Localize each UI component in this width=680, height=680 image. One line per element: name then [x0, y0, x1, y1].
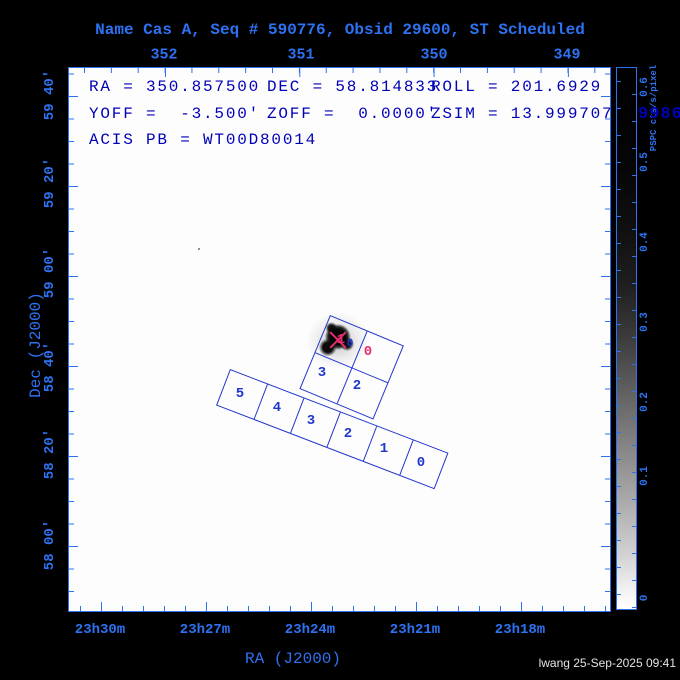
roll-value: ROLL = 201.6929: [431, 78, 603, 96]
left-axis-tick-label: 58 00': [42, 519, 58, 571]
top-axis-tick-label: 349: [553, 46, 581, 64]
acis-pb-value: ACIS PB = WT00D80014: [89, 131, 318, 149]
image-speckle: [198, 248, 200, 250]
colorbar-tick-label: 0.3: [639, 312, 651, 332]
zsim-value: ZSIM = 13.999707: [431, 105, 614, 123]
bottom-axis-tick-label: 23h27m: [179, 622, 231, 638]
chip-label-i2: 2: [352, 378, 362, 394]
chip-label-i1: 1: [336, 332, 346, 348]
bottom-major-ticks: [69, 602, 610, 611]
zoff-value: ZOFF = 0.0000': [267, 105, 439, 123]
left-axis-tick-label: 58 20': [42, 428, 58, 480]
chip-label-s3: 3: [306, 413, 316, 429]
right-minor-ticks: [605, 68, 610, 611]
chip-divider: [399, 440, 414, 476]
user-timestamp: lwang 25-Sep-2025 09:41: [538, 656, 676, 670]
chip-label-s2: 2: [343, 426, 353, 442]
left-axis-tick-label: 59 40': [42, 69, 58, 121]
dec-axis-title: Dec (J2000): [27, 292, 45, 398]
yoff-value: YOFF = -3.500': [89, 105, 261, 123]
bottom-axis-tick-label: 23h30m: [74, 622, 126, 638]
top-axis-tick-label: 351: [287, 46, 315, 64]
chip-label-i3: 3: [317, 365, 327, 381]
ra-axis-title: RA (J2000): [244, 650, 342, 668]
colorbar-left-ticks: [617, 68, 621, 609]
bottom-axis-tick-label: 23h24m: [284, 622, 336, 638]
chip-label-s0: 0: [416, 455, 426, 471]
right-major-ticks: [601, 68, 610, 611]
chip-divider: [362, 426, 378, 462]
top-major-ticks: [69, 68, 610, 77]
colorbar-tick-label: 0.5: [639, 152, 651, 172]
chip-label-i0: 0: [363, 344, 373, 360]
chip-label-s4: 4: [272, 400, 282, 416]
chip-divider: [290, 398, 305, 434]
top-axis-tick-label: 352: [150, 46, 178, 64]
bottom-axis-tick-label: 23h18m: [494, 622, 546, 638]
bottom-minor-ticks: [69, 606, 610, 611]
top-axis-tick-label: 350: [420, 46, 448, 64]
colorbar-tick-label: 0.1: [639, 466, 651, 486]
chip-label-s1: 1: [379, 441, 389, 457]
aimpoint-zero-label: 0: [346, 338, 354, 350]
chip-divider: [326, 412, 341, 448]
left-axis-tick-label: 59 00': [42, 247, 58, 299]
bottom-axis-tick-label: 23h21m: [389, 622, 441, 638]
colorbar-tick-label: 0.4: [639, 232, 651, 252]
colorbar-overlay-value: 9986: [638, 105, 680, 124]
colorbar: [616, 67, 637, 610]
colorbar-tick-label: 0: [639, 594, 651, 602]
dec-value: DEC = 58.814833: [267, 78, 439, 96]
chip-divider: [253, 384, 268, 420]
left-minor-ticks: [69, 68, 74, 611]
left-major-ticks: [69, 68, 78, 611]
ra-value: RA = 350.857500: [89, 78, 261, 96]
colorbar-right-ticks: [632, 68, 636, 609]
top-minor-ticks: [69, 68, 610, 73]
plot-title: Name Cas A, Seq # 590776, Obsid 29600, S…: [95, 21, 585, 39]
chip-label-s5: 5: [235, 386, 245, 402]
left-axis-tick-label: 59 20': [42, 157, 58, 209]
colorbar-tick-label: 0.2: [639, 392, 651, 412]
